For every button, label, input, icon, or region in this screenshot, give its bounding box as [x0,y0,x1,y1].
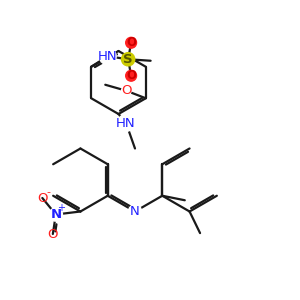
Text: HN: HN [98,50,118,63]
Text: N: N [50,208,62,221]
Text: -: - [46,187,50,197]
Text: +: + [57,203,65,213]
Text: O: O [126,36,136,49]
Circle shape [118,115,134,131]
Circle shape [128,205,142,218]
Text: O: O [48,227,58,241]
Circle shape [122,53,135,66]
Circle shape [99,48,116,65]
Text: N: N [130,205,140,218]
Circle shape [49,208,62,221]
Text: O: O [126,69,136,82]
Circle shape [126,70,136,81]
Text: HN: HN [116,116,136,130]
Text: O: O [121,84,131,97]
Circle shape [126,38,136,48]
Text: O: O [37,191,48,205]
Text: S: S [123,53,133,66]
Circle shape [122,86,131,96]
